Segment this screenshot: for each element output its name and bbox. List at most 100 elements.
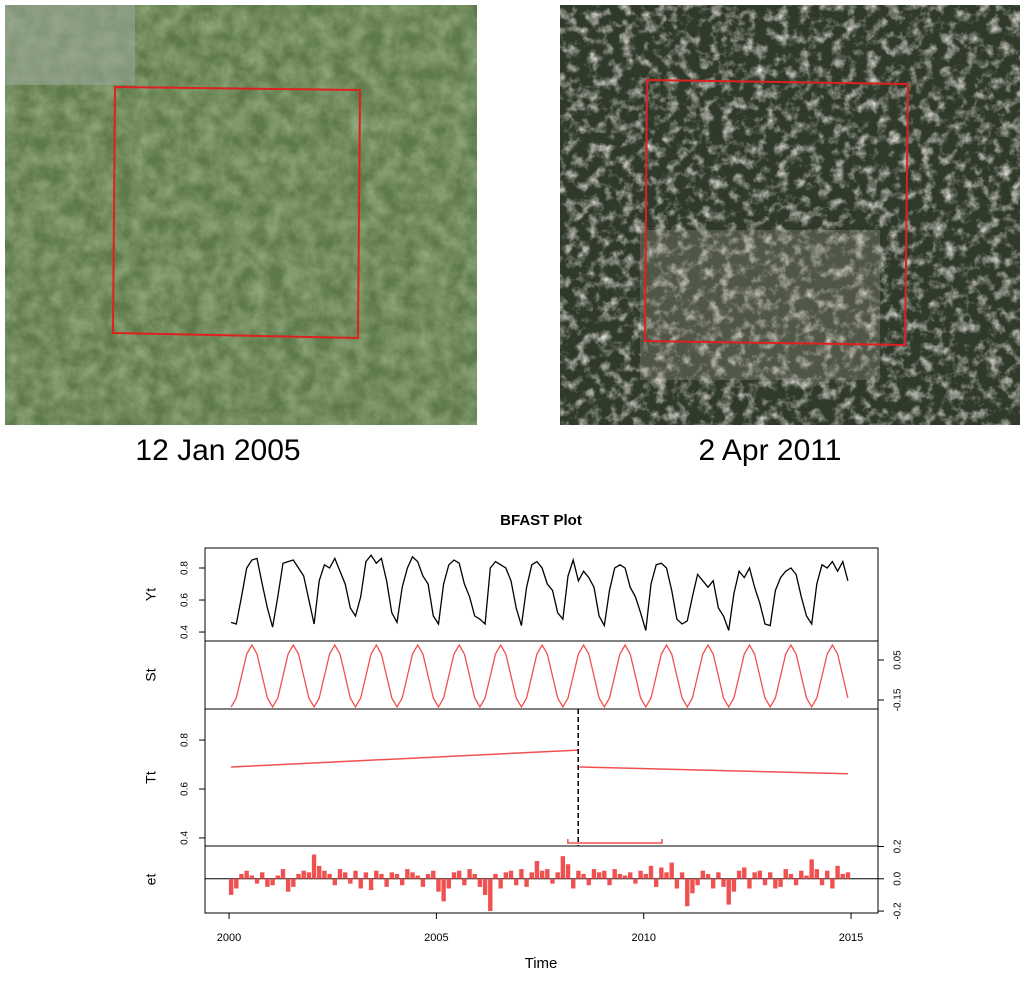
residual-bar [825,870,830,879]
residual-bar [612,869,617,879]
y-tick-label: 0.2 [893,839,904,853]
residual-bar [560,856,566,879]
residual-bar [472,873,477,879]
residual-bar [710,878,716,889]
residual-bar [498,878,503,889]
residual-bar [581,873,586,879]
panel-frame [204,547,879,642]
residual-bar [270,878,275,886]
residual-bar [638,870,643,879]
residual-bar [659,867,664,879]
residual-bar [571,878,576,889]
residual-bar [353,870,358,879]
residual-bar [280,869,286,879]
residual-bar [254,878,260,884]
residual-bar [317,865,322,879]
residual-bar [653,878,659,887]
x-tick-label: 2005 [424,932,448,944]
residual-bar [249,875,255,879]
residual-bar [228,878,234,895]
residual-bar [493,873,498,879]
panel-frame [204,845,879,914]
residual-bar [783,869,788,879]
residual-bar [726,878,731,905]
residual-bar [260,872,265,879]
residual-bar [327,873,332,879]
residual-bar [337,869,343,879]
residual-bar [778,878,783,887]
x-tick-label: 2015 [839,932,863,944]
residual-bar [819,878,825,886]
residual-bar [482,878,488,895]
residual-bar [705,873,711,879]
residual-bar [628,872,633,879]
x-axis-label: Time [525,955,558,972]
x-tick-label: 2010 [631,932,655,944]
residual-bar [363,872,369,879]
residual-bar [679,872,685,879]
residual-bar [358,878,363,889]
residual-bar [441,878,446,902]
residual-bar [234,878,239,889]
residual-bar [700,870,706,879]
residual-bar [596,872,602,879]
residual-bar [503,872,509,879]
residual-bar [410,872,415,879]
residual-bar [301,870,306,879]
residual-bar [524,878,529,887]
residual-bar [716,872,721,879]
series-line [230,554,849,631]
residual-bar [830,878,835,889]
residual-bar [519,869,524,879]
residual-bar [773,878,778,889]
y-tick-label: 0.0 [893,871,904,885]
residual-bar [752,872,757,879]
residual-bar [565,864,571,879]
residual-bar [835,865,840,879]
residual-bar [539,870,545,879]
y-tick-label: 0.4 [180,625,191,639]
residual-bar [332,878,337,886]
residual-bar [244,870,249,879]
y-tick-label: -0.15 [893,688,904,711]
y-tick-label: 0.05 [893,650,904,670]
residual-bar [799,870,804,879]
residual-bar [747,878,752,889]
x-tick-label: 2000 [217,932,241,944]
residual-bar [555,872,560,879]
panel-label: Yt [143,588,159,601]
residual-bar [467,869,472,879]
residual-bar [767,872,773,879]
trend-line [231,749,579,768]
image-2005 [5,5,477,425]
panel-frame [204,640,879,710]
residual-bar [456,870,462,879]
residual-bar [399,878,405,886]
residual-bar [602,870,607,879]
residual-bar [762,878,768,886]
residual-bar [488,878,493,912]
residual-bar [545,869,550,879]
residual-bar [514,878,519,886]
residual-bar [431,870,436,879]
residual-bar [648,865,654,879]
image-2011 [560,5,1020,425]
residual-bar [742,867,747,879]
series-line [230,643,849,709]
residual-bar [731,878,737,892]
residual-bar [296,873,301,879]
y-tick-label: 0.4 [180,831,191,845]
panel-label: St [143,668,159,681]
residual-bar [239,873,244,879]
image-caption: 2 Apr 2011 [699,434,842,467]
chart-title: BFAST Plot [500,512,582,529]
residual-bar [695,878,700,886]
residual-bar [477,878,483,887]
residual-bar [674,878,680,889]
residual-bar [685,878,690,907]
residual-bar [643,873,648,879]
residual-bar [669,862,674,879]
image-caption: 12 Jan 2005 [135,434,300,467]
residual-bar [550,878,555,884]
